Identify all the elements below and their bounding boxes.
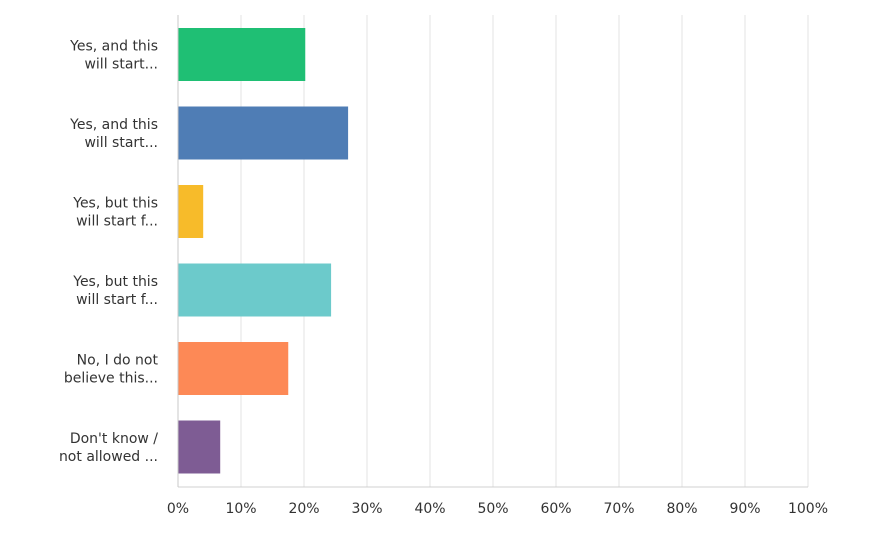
bars <box>178 28 349 474</box>
category-label: believe this... <box>64 371 158 387</box>
x-tick-labels: 0% 10% 20% 30% 40% 50% 60% 70% 80% 90% 100% <box>167 501 828 517</box>
bar[interactable] <box>178 420 221 474</box>
category-label: Yes, but this <box>72 274 158 290</box>
x-tick-label: 80% <box>666 501 697 517</box>
bar[interactable] <box>178 263 332 317</box>
x-tick-label: 50% <box>477 501 508 517</box>
category-label: not allowed ... <box>59 449 158 465</box>
x-tick-label: 90% <box>729 501 760 517</box>
bar[interactable] <box>178 28 306 81</box>
gridlines <box>178 15 809 488</box>
category-label: will start... <box>84 57 158 73</box>
x-tick-label: 60% <box>540 501 571 517</box>
category-label: will start... <box>84 135 158 151</box>
bar[interactable] <box>178 106 349 160</box>
x-tick-label: 10% <box>225 501 256 517</box>
x-tick-label: 70% <box>603 501 634 517</box>
x-tick-label: 100% <box>788 501 828 517</box>
category-label: No, I do not <box>77 353 159 369</box>
category-label: Yes, but this <box>72 196 158 212</box>
bar[interactable] <box>178 342 289 395</box>
category-label: Don't know / <box>70 431 158 447</box>
category-label: Yes, and this <box>69 39 158 55</box>
category-label: Yes, and this <box>69 117 158 133</box>
x-tick-label: 30% <box>351 501 382 517</box>
category-labels: Yes, and this will start... Yes, and this w… <box>59 39 159 466</box>
x-tick-label: 20% <box>288 501 319 517</box>
x-tick-label: 0% <box>167 501 189 517</box>
bar[interactable] <box>178 185 204 238</box>
category-label: will start f... <box>76 292 158 308</box>
x-tick-label: 40% <box>414 501 445 517</box>
category-label: will start f... <box>76 214 158 230</box>
